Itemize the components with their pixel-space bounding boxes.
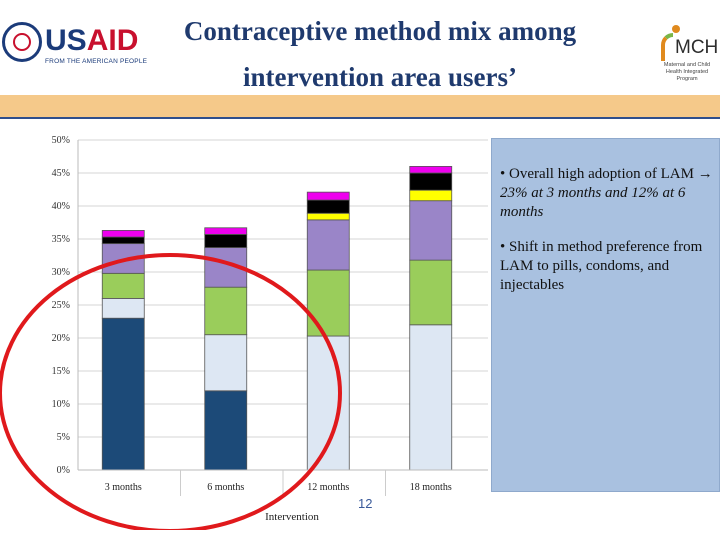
y-tick-label: 15% [52, 366, 70, 377]
bar-segment-other [306, 199, 350, 214]
bar-segment-condoms [306, 269, 350, 337]
y-tick-label: 5% [57, 432, 70, 443]
bar-segment-pills [306, 335, 350, 471]
x-tick-label: 18 months [410, 482, 452, 493]
y-tick-label: 35% [52, 234, 70, 245]
bar-segment-lam [204, 390, 248, 471]
mchip-wordmark: MCHIP [675, 37, 720, 58]
y-tick-label: 30% [52, 267, 70, 278]
bar-segment-traditional [409, 166, 453, 174]
y-tick-label: 20% [52, 333, 70, 344]
x-tick-label: 12 months [307, 482, 349, 493]
usaid-wordmark: USAID [45, 24, 139, 57]
bar-segment-condoms [101, 272, 145, 299]
bar-segment-iud [409, 189, 453, 202]
y-tick-label: 50% [52, 135, 70, 146]
bar-segment-traditional [306, 191, 350, 201]
bar-segment-lam [101, 317, 145, 471]
bar-segment-traditional [204, 227, 248, 235]
y-tick-label: 45% [52, 168, 70, 179]
slide-title: Contraceptive method mix among intervent… [183, 16, 577, 92]
x-axis-label: Intervention [265, 511, 319, 523]
mchip-mark-icon [661, 33, 673, 61]
bar-segment-iud [306, 212, 350, 221]
bar-segment-pills [101, 297, 145, 319]
bar-segment-traditional [101, 230, 145, 238]
header-blue-rule [0, 117, 720, 119]
usaid-logo: USAID FROM THE AMERICAN PEOPLE [2, 22, 148, 72]
y-tick-label: 40% [52, 201, 70, 212]
mchip-dot-icon [672, 25, 680, 33]
bar-segment-other [409, 172, 453, 191]
bar-segment-pills [409, 324, 453, 471]
bar-segment-condoms [204, 286, 248, 336]
y-tick-label: 25% [52, 300, 70, 311]
header-orange-rule [0, 95, 720, 117]
summary-panel: • Overall high adoption of LAM → 23% at … [491, 138, 720, 492]
mchip-tagline: Maternal and Child Health Integrated Pro… [663, 62, 711, 82]
x-tick-label: 6 months [207, 482, 244, 493]
y-tick-label: 10% [52, 399, 70, 410]
bar-segment-other [204, 233, 248, 248]
x-tick-label: 3 months [105, 482, 142, 493]
stacked-bar-chart: 0% 5% 10% 15% 20% 25% 30% 35% 40% 45% 50% 3 months 6… [0, 135, 488, 530]
bullet-lam-adoption: • Overall high adoption of LAM → 23% at … [500, 166, 713, 220]
bar-segment-pills [204, 334, 248, 392]
slide-number: 12 [358, 496, 373, 511]
usaid-tagline: FROM THE AMERICAN PEOPLE [45, 58, 148, 65]
arrow-right-icon: → [697, 166, 713, 182]
mchip-logo: MCHIP Maternal and Child Health Integrat… [655, 25, 720, 83]
bar-segment-other [101, 236, 145, 245]
bar-segment-injectables [306, 219, 350, 271]
usaid-seal-icon [2, 22, 42, 62]
y-tick-label: 0% [57, 465, 70, 476]
bar-segment-injectables [409, 200, 453, 261]
bullet-method-shift: • Shift in method preference from LAM to… [500, 239, 703, 293]
highlight-circle [0, 253, 342, 530]
bar-segment-condoms [409, 259, 453, 326]
